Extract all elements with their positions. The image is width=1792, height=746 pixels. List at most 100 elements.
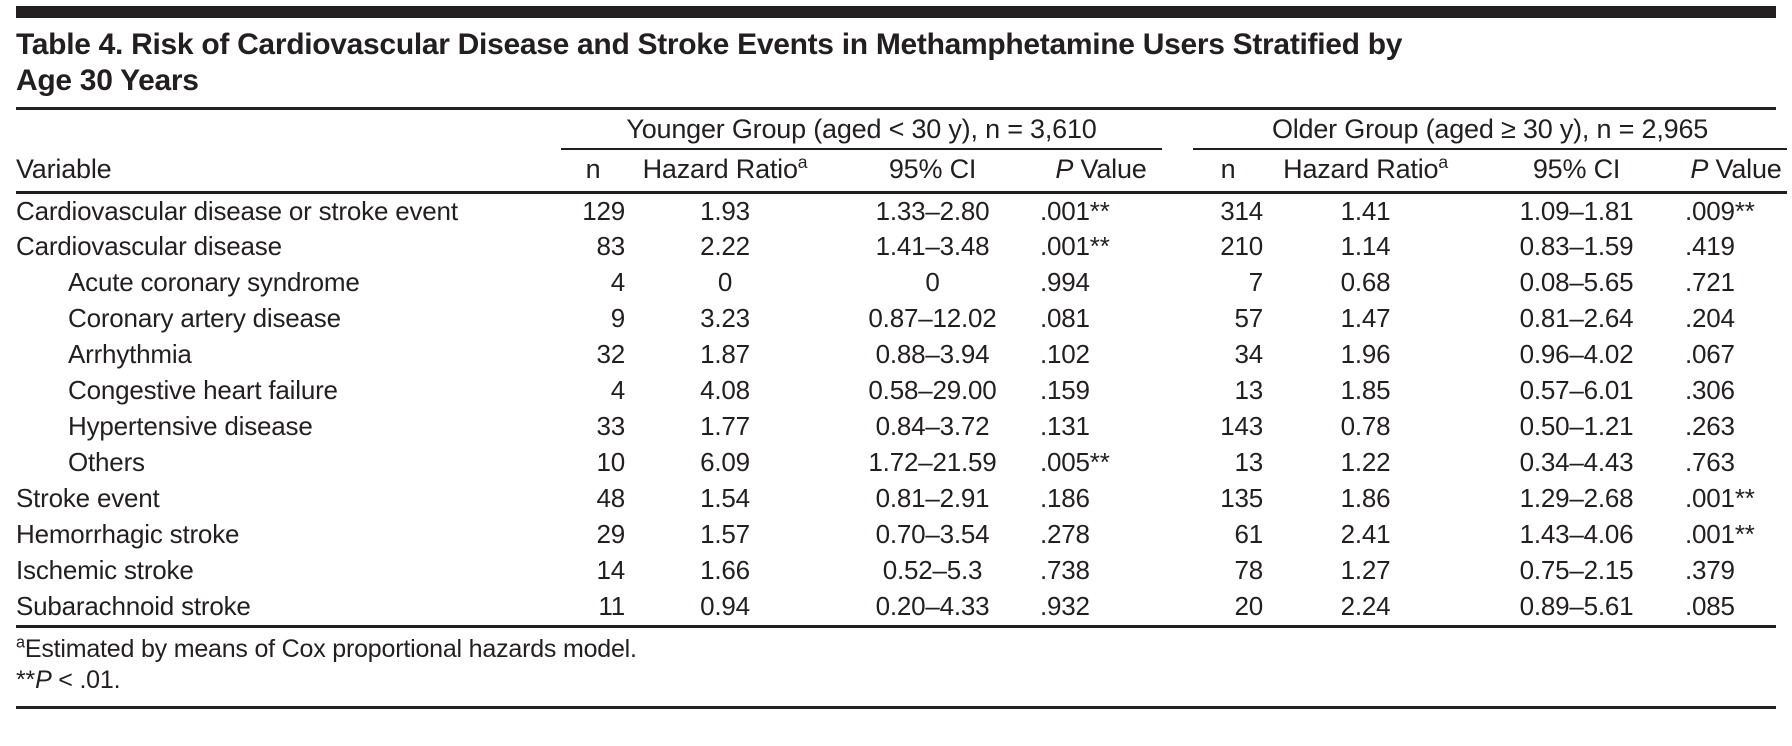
table-title-line1: Table 4. Risk of Cardiovascular Disease … bbox=[16, 28, 1403, 61]
n-cell: 13 bbox=[1234, 375, 1264, 405]
p-value-cell: .102 bbox=[1040, 339, 1090, 369]
spanner-spacer bbox=[16, 112, 561, 149]
footnote-significance: **P < .01. bbox=[16, 665, 1776, 696]
n-cell: 13 bbox=[1234, 447, 1264, 477]
p-value-cell: .067 bbox=[1685, 339, 1735, 369]
footnotes: aEstimated by means of Cox proportional … bbox=[16, 628, 1776, 704]
column-header-row: Variable n Hazard Ratioa 95% CI P Value … bbox=[16, 149, 1788, 194]
n-cell: 83 bbox=[596, 231, 625, 261]
p-value-cell: .738 bbox=[1040, 555, 1090, 585]
p-value-cell: .001** bbox=[1685, 483, 1755, 513]
table-row: Others 10 6.09 1.72–21.59 .005** 13 1.22… bbox=[16, 445, 1787, 481]
p-label: P bbox=[1690, 154, 1709, 184]
ci-cell: 0.52–5.3 bbox=[882, 555, 983, 585]
hazard-ratio-cell: 1.85 bbox=[1340, 375, 1391, 405]
ci-cell: 0 bbox=[925, 267, 940, 297]
ci-cell: 0.70–3.54 bbox=[875, 519, 990, 549]
hazard-ratio-cell: 1.41 bbox=[1340, 195, 1391, 226]
table-row: Stroke event 48 1.54 0.81–2.91 .186 135 … bbox=[16, 481, 1787, 517]
variable-cell: Subarachnoid stroke bbox=[16, 591, 251, 621]
n-cell: 29 bbox=[596, 519, 625, 549]
col-header-younger-hazard-ratio: Hazard Ratioa bbox=[625, 149, 825, 194]
table-row: Cardiovascular disease 83 2.22 1.41–3.48… bbox=[16, 229, 1787, 265]
p-label: P bbox=[35, 665, 52, 694]
n-cell: 135 bbox=[1220, 483, 1264, 513]
hazard-ratio-cell: 1.93 bbox=[700, 195, 750, 226]
n-cell: 7 bbox=[1248, 267, 1264, 297]
gap-cell bbox=[1162, 517, 1193, 553]
hazard-ratio-cell: 1.47 bbox=[1340, 303, 1391, 333]
ci-cell: 0.84–3.72 bbox=[875, 411, 990, 441]
p-value-cell: .721 bbox=[1685, 267, 1735, 297]
variable-cell: Congestive heart failure bbox=[68, 375, 338, 405]
hazard-ratio-cell: 0.78 bbox=[1340, 411, 1391, 441]
hazard-ratio-cell: 2.41 bbox=[1340, 519, 1391, 549]
p-value-cell: .204 bbox=[1685, 303, 1735, 333]
top-rule bbox=[16, 6, 1776, 18]
risk-table: Younger Group (aged < 30 y), n = 3,610 O… bbox=[16, 112, 1788, 625]
ci-cell: 0.34–4.43 bbox=[1519, 447, 1634, 477]
gap-cell bbox=[1162, 481, 1193, 517]
hazard-ratio-label: Hazard Ratio bbox=[642, 154, 798, 184]
hazard-ratio-cell: 0.68 bbox=[1340, 267, 1391, 297]
n-cell: 20 bbox=[1234, 591, 1264, 621]
col-header-variable: Variable bbox=[16, 149, 561, 194]
hazard-ratio-cell: 0.94 bbox=[700, 591, 750, 621]
n-cell: 78 bbox=[1234, 555, 1264, 585]
n-cell: 57 bbox=[1234, 303, 1264, 333]
hazard-ratio-cell: 6.09 bbox=[700, 447, 750, 477]
ci-cell: 0.57–6.01 bbox=[1519, 375, 1634, 405]
n-cell: 32 bbox=[596, 339, 625, 369]
group-header-row: Younger Group (aged < 30 y), n = 3,610 O… bbox=[16, 112, 1788, 150]
significance-stars: ** bbox=[16, 665, 36, 694]
bottom-rule bbox=[16, 705, 1776, 709]
n-cell: 10 bbox=[596, 447, 625, 477]
n-cell: 48 bbox=[596, 483, 625, 513]
hazard-ratio-cell: 3.23 bbox=[700, 303, 750, 333]
title-rule bbox=[16, 107, 1776, 110]
variable-cell: Acute coronary syndrome bbox=[68, 267, 360, 297]
n-cell: 129 bbox=[582, 195, 625, 226]
p-value-cell: .379 bbox=[1685, 555, 1735, 585]
p-value-cell: .278 bbox=[1040, 519, 1090, 549]
table-row: Hemorrhagic stroke 29 1.57 0.70–3.54 .27… bbox=[16, 517, 1787, 553]
footnote-mark-a: a bbox=[1438, 152, 1448, 172]
gap-cell bbox=[1162, 337, 1193, 373]
gap-cell bbox=[1162, 301, 1193, 337]
col-header-younger-n: n bbox=[561, 149, 625, 194]
p-value-cell: .763 bbox=[1685, 447, 1735, 477]
ci-cell: 0.88–3.94 bbox=[875, 339, 990, 369]
table-row: Ischemic stroke 14 1.66 0.52–5.3 .738 78… bbox=[16, 553, 1787, 589]
table-row: Congestive heart failure 4 4.08 0.58–29.… bbox=[16, 373, 1787, 409]
n-cell: 4 bbox=[610, 375, 625, 405]
n-cell: 143 bbox=[1220, 411, 1264, 441]
ci-cell: 1.33–2.80 bbox=[875, 195, 990, 226]
p-value-cell: .994 bbox=[1040, 267, 1090, 297]
hazard-ratio-cell: 1.96 bbox=[1340, 339, 1391, 369]
table-row: Cardiovascular disease or stroke event 1… bbox=[16, 193, 1787, 229]
p-value-cell: .932 bbox=[1040, 591, 1090, 621]
group-header-younger: Younger Group (aged < 30 y), n = 3,610 bbox=[561, 112, 1163, 150]
hazard-ratio-cell: 1.77 bbox=[700, 411, 750, 441]
variable-cell: Hemorrhagic stroke bbox=[16, 519, 240, 549]
group-header-older: Older Group (aged ≥ 30 y), n = 2,965 bbox=[1193, 112, 1788, 150]
hazard-ratio-cell: 2.22 bbox=[700, 231, 750, 261]
gap-cell bbox=[1162, 445, 1193, 481]
n-cell: 314 bbox=[1220, 195, 1264, 226]
n-cell: 9 bbox=[610, 303, 625, 333]
ci-cell: 0.96–4.02 bbox=[1519, 339, 1634, 369]
paper-table-figure: Table 4. Risk of Cardiovascular Disease … bbox=[16, 6, 1788, 709]
hazard-ratio-cell: 1.57 bbox=[700, 519, 750, 549]
p-value-cell: .001** bbox=[1685, 519, 1755, 549]
p-value-cell: .263 bbox=[1685, 411, 1735, 441]
table-row: Coronary artery disease 9 3.23 0.87–12.0… bbox=[16, 301, 1787, 337]
p-value-cell: .085 bbox=[1685, 591, 1735, 621]
n-cell: 11 bbox=[598, 591, 625, 621]
ci-cell: 0.87–12.02 bbox=[868, 303, 997, 333]
variable-cell: Others bbox=[68, 447, 145, 477]
n-cell: 33 bbox=[596, 411, 625, 441]
table-row: Subarachnoid stroke 11 0.94 0.20–4.33 .9… bbox=[16, 589, 1787, 625]
variable-cell: Ischemic stroke bbox=[16, 555, 194, 585]
hazard-ratio-cell: 1.22 bbox=[1340, 447, 1391, 477]
hazard-ratio-cell: 0 bbox=[717, 267, 733, 297]
